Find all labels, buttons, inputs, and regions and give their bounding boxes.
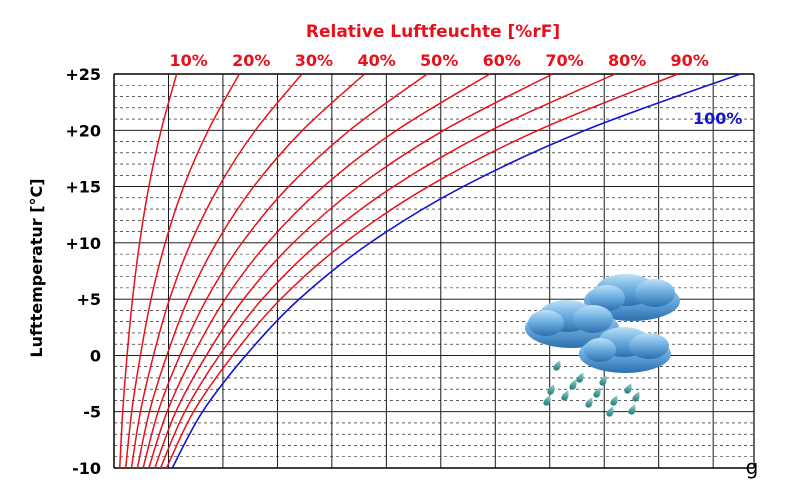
y-tick-labels: +25 +20 +15 +10 +5 0 -5 -10: [65, 65, 101, 478]
rain-drop: [599, 375, 607, 386]
rain-cloud-icon: [525, 274, 680, 417]
rain-drop: [553, 360, 561, 371]
curve-label-60pct: 60%: [483, 51, 521, 70]
y-tick-label: -10: [72, 459, 101, 478]
curve-label-70pct: 70%: [545, 51, 583, 70]
chart-title: Relative Luftfeuchte [%rF]: [306, 22, 560, 42]
curve-label-10pct: 10%: [169, 51, 207, 70]
y-tick-label: +25: [65, 65, 101, 84]
curve-100pct: [171, 73, 741, 469]
rain-drop: [576, 372, 584, 383]
curve-label-40pct: 40%: [357, 51, 395, 70]
curve-40pct: [136, 73, 366, 469]
y-tick-label: -5: [83, 403, 101, 422]
x-axis-unit-symbol: g: [746, 455, 759, 479]
curve-50pct: [142, 73, 428, 469]
rain-drop: [585, 397, 593, 408]
curve-80pct: [159, 73, 616, 469]
rain-drop: [569, 379, 577, 390]
y-tick-label: +5: [76, 290, 101, 309]
rain-drop: [632, 391, 640, 402]
rh-curves: [118, 73, 741, 469]
rain-drop: [547, 384, 555, 395]
y-axis-label: Lufttemperatur [°C]: [27, 178, 46, 357]
rain-drop: [561, 390, 569, 401]
curve-10pct: [118, 73, 178, 469]
curve-label-50pct: 50%: [420, 51, 458, 70]
rain-drop: [624, 383, 632, 394]
curve-60pct: [148, 73, 491, 469]
curve-label-80pct: 80%: [608, 51, 646, 70]
curve-label-30pct: 30%: [295, 51, 333, 70]
rain-drop: [543, 395, 551, 406]
rain-drop: [593, 387, 601, 398]
rain-drops: [543, 360, 640, 417]
curve-label-20pct: 20%: [232, 51, 270, 70]
rain-drop: [606, 406, 614, 417]
y-tick-label: +20: [65, 121, 101, 140]
rain-drop: [610, 395, 618, 406]
y-tick-label: +15: [65, 178, 101, 197]
curve-30pct: [130, 73, 303, 469]
curve-70pct: [154, 73, 553, 469]
y-tick-label: +10: [65, 234, 101, 253]
curve-90pct: [165, 73, 679, 469]
rh-curve-labels: 10% 20% 30% 40% 50% 60% 70% 80% 90% 100%: [169, 51, 742, 128]
curve-20pct: [124, 73, 240, 469]
grid: [114, 74, 754, 468]
curve-label-100pct: 100%: [693, 109, 742, 128]
curve-label-90pct: 90%: [671, 51, 709, 70]
rain-drop: [628, 404, 636, 415]
y-tick-label: 0: [90, 346, 101, 365]
